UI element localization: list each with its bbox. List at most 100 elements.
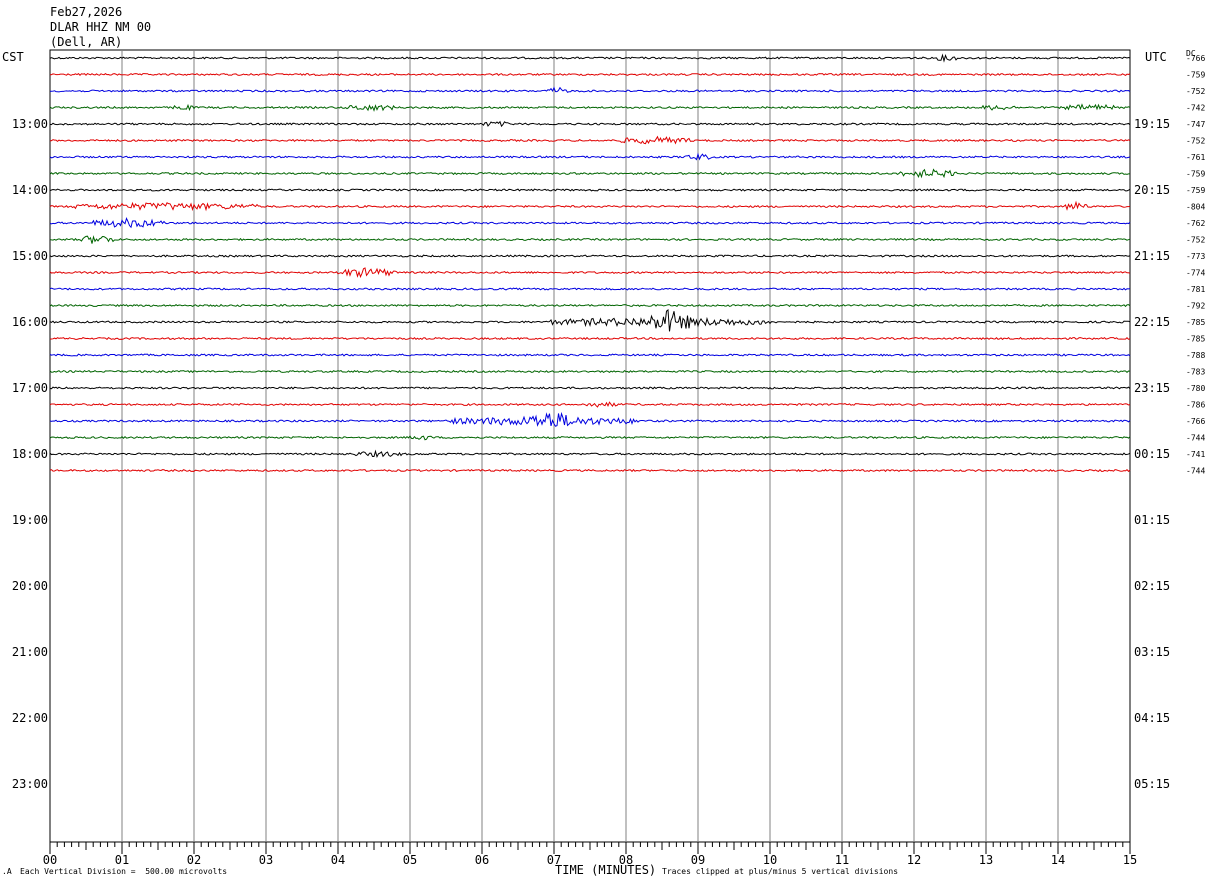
dc-offset-label: -785 [1186,318,1205,327]
utc-hour-label: 19:15 [1134,117,1170,131]
trace-line [49,254,1131,258]
dc-offset-label: -774 [1186,269,1205,278]
x-axis-label: TIME (MINUTES) [555,863,657,877]
dc-offset-label: -766 [1186,54,1205,63]
cst-hour-label: 19:00 [12,513,48,527]
trace-line [49,386,1131,390]
dc-offset-label: -785 [1186,335,1205,344]
cst-hour-label: 23:00 [12,777,48,791]
dc-offset-label: -761 [1186,153,1205,162]
x-tick-label: 00 [43,853,57,867]
trace-line [49,188,1131,192]
grid-layer [49,49,1131,843]
trace-line [49,168,1131,179]
trace-line [49,53,1131,63]
dc-offset-label: -759 [1186,170,1205,179]
trace-line [49,120,1131,128]
trace-line [49,200,1131,212]
dc-offset-label: -744 [1186,434,1205,443]
cst-hour-label: 22:00 [12,711,48,725]
corner-mark: .A [2,867,12,876]
left-axis-label: CST [2,50,24,64]
trace-line [49,468,1131,473]
dc-offset-label: -752 [1186,137,1205,146]
trace-line [49,401,1131,408]
trace-line [49,309,1131,332]
trace-line [49,135,1131,145]
trace-line [49,235,1131,244]
trace-line [49,103,1131,112]
division-note: Each Vertical Division = 500.00 microvol… [20,867,228,876]
dc-offset-label: -742 [1186,104,1205,113]
cst-hour-label: 14:00 [12,183,48,197]
dc-offset-label: -781 [1186,285,1205,294]
dc-offset-label: -786 [1186,401,1205,410]
cst-hour-label: 13:00 [12,117,48,131]
x-tick-label: 06 [475,853,489,867]
dc-label: DC [1186,49,1196,58]
dc-offset-label: -783 [1186,368,1205,377]
x-tick-label: 08 [619,853,633,867]
dc-offset-label: -747 [1186,120,1205,129]
dc-offset-label: -773 [1186,252,1205,261]
x-tick-label: 14 [1051,853,1065,867]
cst-hour-label: 20:00 [12,579,48,593]
header-location: (Dell, AR) [50,35,123,49]
right-axis-label: UTC [1145,50,1167,64]
header-station: DLAR HHZ NM 00 [50,20,152,34]
dc-offset-label: -759 [1186,186,1205,195]
cst-hour-label: 15:00 [12,249,48,263]
trace-line [49,353,1131,357]
x-tick-label: 07 [547,853,561,867]
x-tick-label: 12 [907,853,921,867]
x-tick-label: 04 [331,853,345,867]
trace-line [49,72,1131,77]
trace-layer [49,53,1131,473]
clip-note: Traces clipped at plus/minus 5 vertical … [662,867,899,876]
utc-hour-label: 02:15 [1134,579,1170,593]
x-tick-label: 15 [1123,853,1137,867]
trace-line [49,303,1131,308]
cst-hour-label: 17:00 [12,381,48,395]
utc-hour-label: 03:15 [1134,645,1170,659]
trace-line [49,411,1131,427]
dc-offset-label: -788 [1186,351,1205,360]
trace-line [49,152,1131,161]
utc-hour-label: 04:15 [1134,711,1170,725]
utc-hour-label: 20:15 [1134,183,1170,197]
trace-line [49,86,1131,93]
cst-hour-label: 21:00 [12,645,48,659]
utc-hour-label: 00:15 [1134,447,1170,461]
dc-offset-label: -792 [1186,302,1205,311]
dc-offset-label: -741 [1186,450,1205,459]
dc-offset-label: -759 [1186,71,1205,80]
trace-line [49,336,1131,341]
dc-offset-label: -752 [1186,87,1205,96]
dc-offset-label: -766 [1186,417,1205,426]
x-tick-label: 02 [187,853,201,867]
cst-hour-label: 18:00 [12,447,48,461]
utc-hour-label: 22:15 [1134,315,1170,329]
plot-frame [49,49,1131,843]
x-tick-label: 05 [403,853,417,867]
x-tick-label: 03 [259,853,273,867]
utc-hour-label: 23:15 [1134,381,1170,395]
utc-hour-label: 05:15 [1134,777,1170,791]
trace-line [49,435,1131,441]
trace-line [49,267,1131,279]
utc-hour-label: 21:15 [1134,249,1170,263]
x-tick-label: 01 [115,853,129,867]
x-tick-label: 13 [979,853,993,867]
x-tick-label: 10 [763,853,777,867]
cst-hour-label: 16:00 [12,315,48,329]
axis-layer: 00 01 02 03 04 05 06 07 08 09 10 11 12 13 14 15 13:00 14:… [12,54,1206,867]
trace-line [49,287,1131,291]
trace-line [49,449,1131,459]
trace-line [49,369,1131,374]
trace-line [49,216,1131,229]
x-tick-label: 09 [691,853,705,867]
dc-offset-label: -752 [1186,236,1205,245]
dc-offset-label: -780 [1186,384,1205,393]
dc-offset-label: -744 [1186,467,1205,476]
